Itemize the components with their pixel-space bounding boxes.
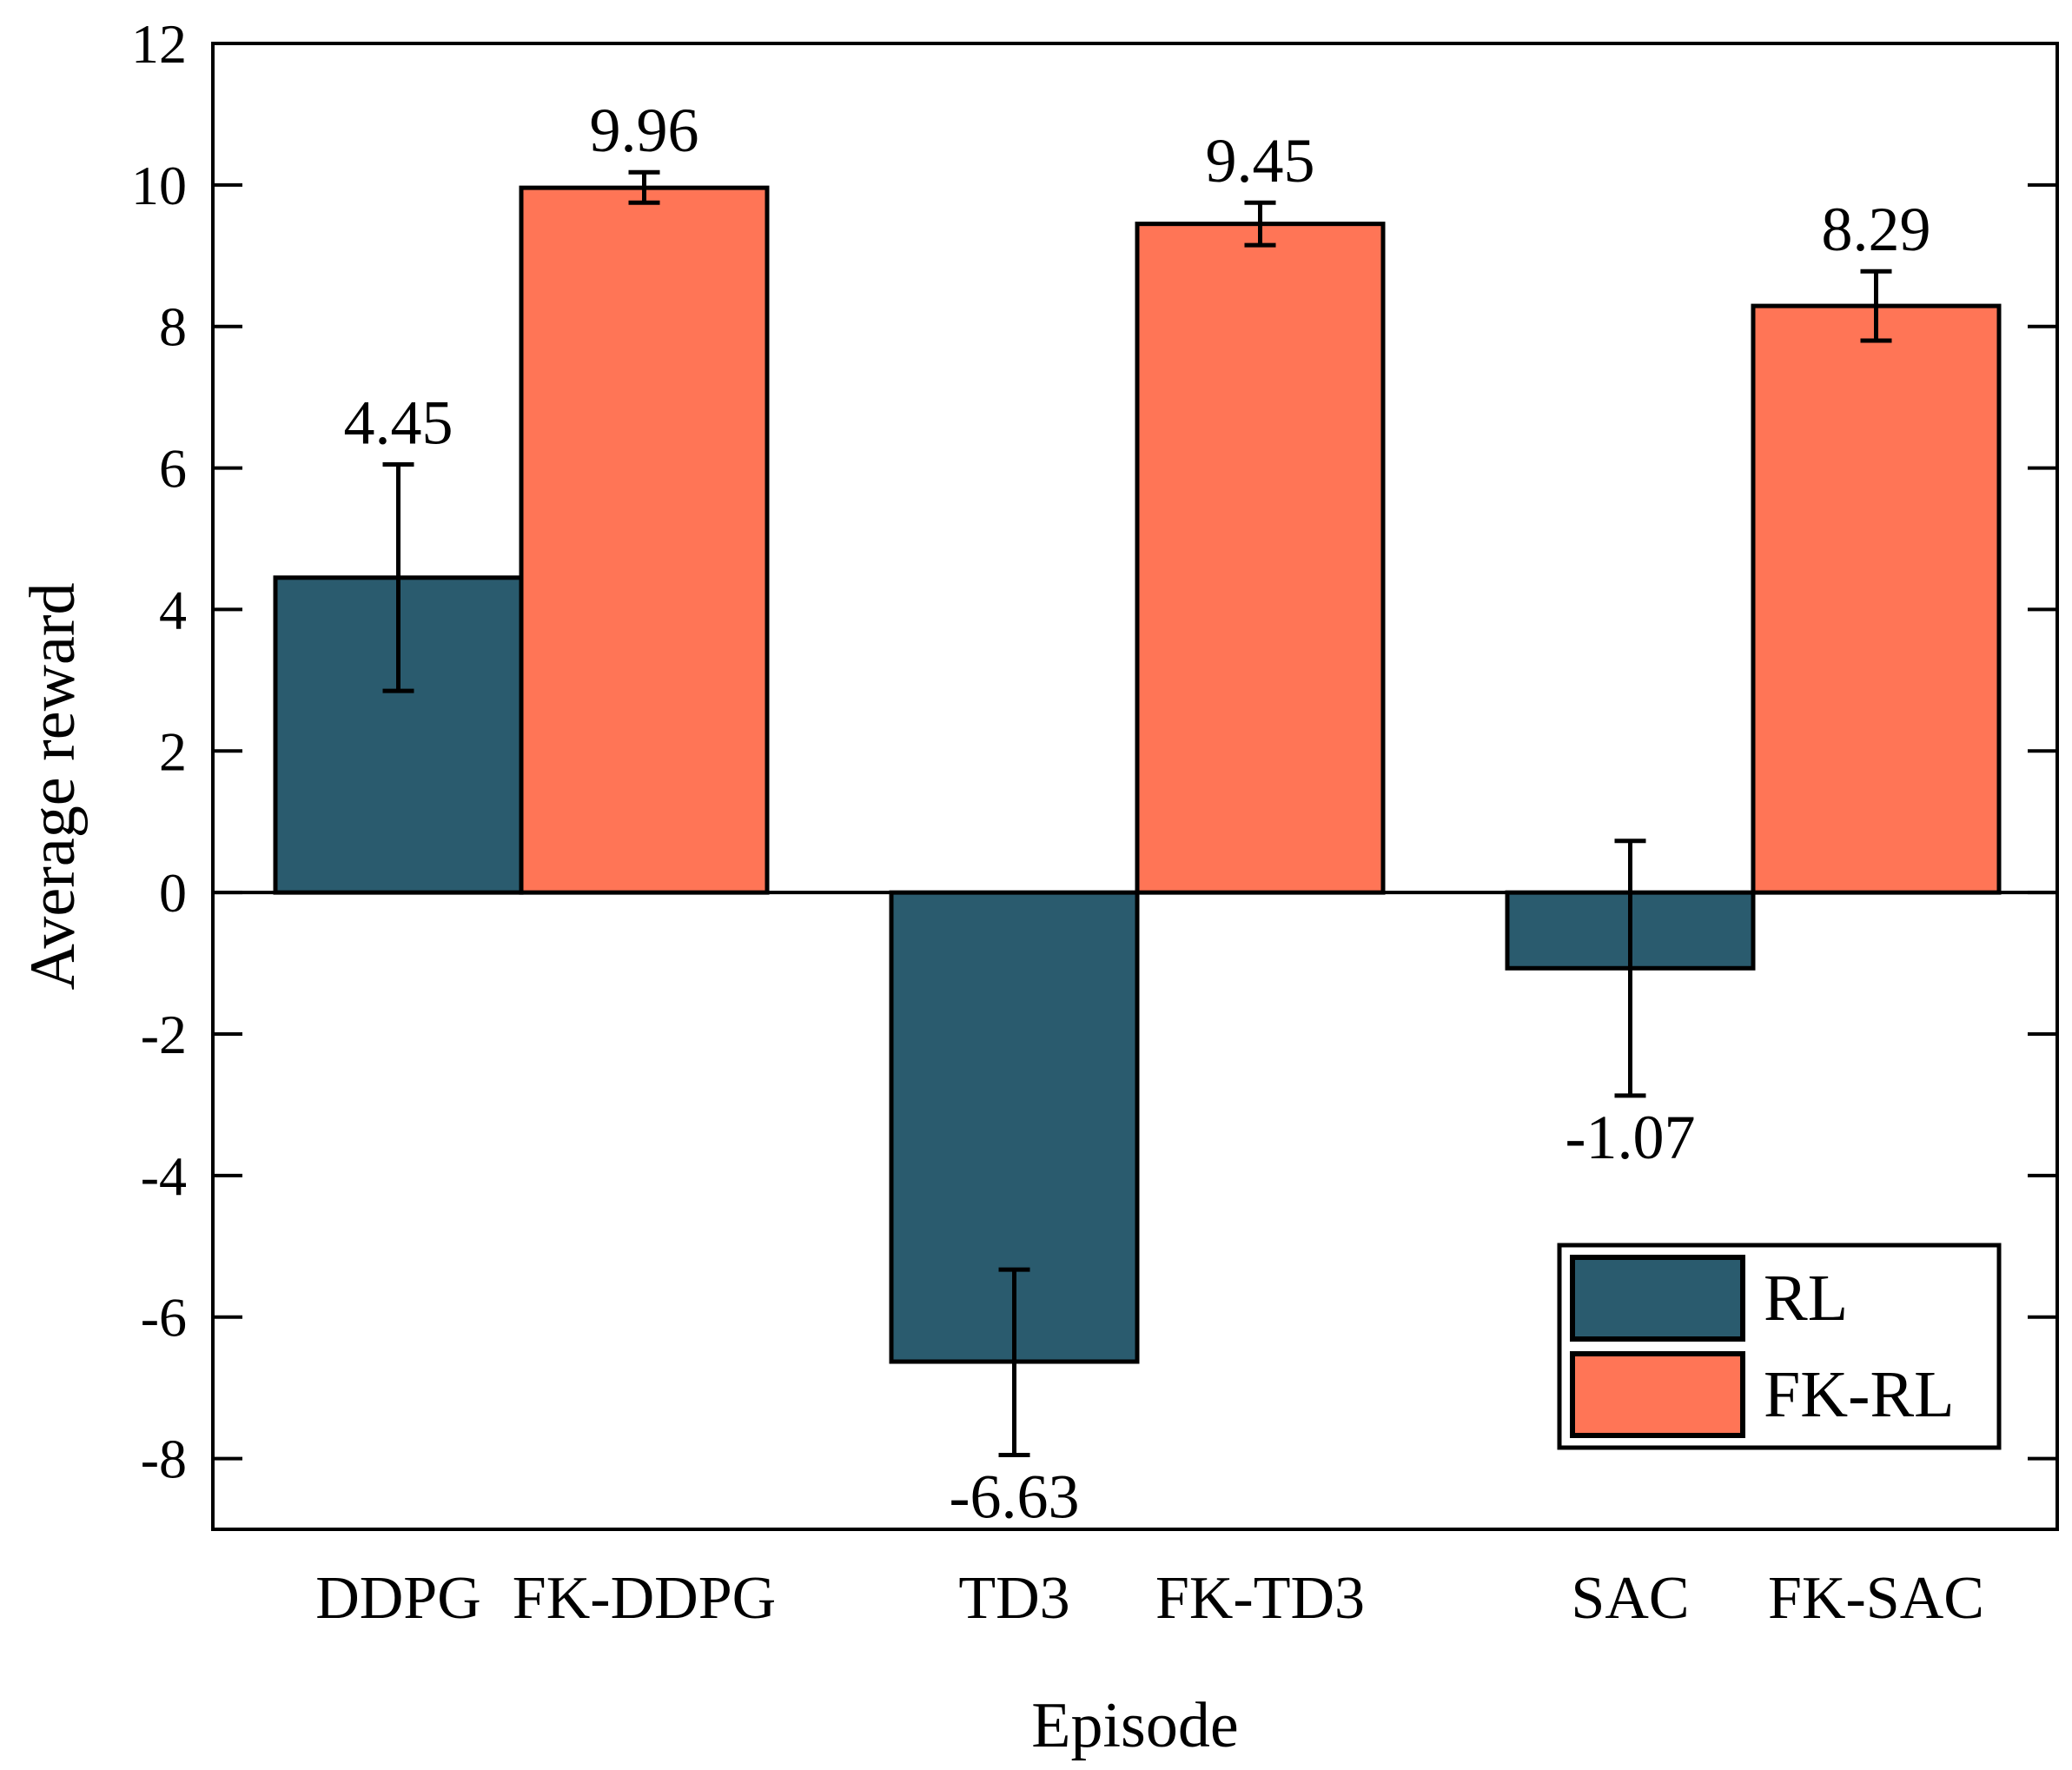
x-axis-category-labels: DDPG FK-DDPG TD3 FK-TD3 SAC FK-SAC	[315, 1565, 1984, 1632]
y-tick-label: 2	[159, 720, 187, 782]
value-label: 9.96	[590, 96, 699, 165]
error-bars-layer	[382, 169, 1892, 1457]
plot-frame	[211, 42, 2059, 1531]
y-tick-label: 10	[131, 155, 187, 216]
legend-swatch-fk-rl	[1570, 1351, 1745, 1438]
y-tick-label: 4	[159, 579, 187, 640]
y-tick-label: -8	[141, 1429, 187, 1490]
legend-swatch-rl	[1570, 1255, 1745, 1342]
value-label: -6.63	[950, 1462, 1080, 1532]
y-tick-label: 0	[159, 862, 187, 924]
bar	[1751, 303, 2002, 895]
legend-label-fk-rl: FK-RL	[1764, 1358, 1955, 1431]
legend: RL FK-RL	[1557, 1243, 2002, 1450]
value-label: 8.29	[1822, 195, 1931, 264]
bar	[1135, 222, 1386, 895]
y-tick-label: 6	[159, 438, 187, 500]
x-category-label: FK-DDPG	[513, 1565, 776, 1632]
y-tick-label: 8	[159, 296, 187, 358]
legend-label-rl: RL	[1764, 1262, 1848, 1335]
x-category-label: FK-TD3	[1155, 1565, 1365, 1632]
value-labels-layer: 4.45 9.96 -6.63 9.45 -1.07 8.29	[344, 96, 1931, 1531]
y-axis-title: Average reward	[17, 582, 89, 990]
x-category-label: TD3	[958, 1565, 1069, 1632]
bars-layer	[273, 185, 2002, 1364]
x-category-label: FK-SAC	[1768, 1565, 1984, 1632]
y-tick-label: 12	[131, 13, 187, 75]
y-tick-label: -6	[141, 1287, 187, 1349]
value-label: -1.07	[1566, 1103, 1696, 1172]
value-label: 4.45	[344, 388, 453, 458]
bar	[519, 185, 770, 895]
x-category-label: SAC	[1571, 1565, 1689, 1632]
x-category-label: DDPG	[315, 1565, 481, 1632]
y-tick-label: -4	[141, 1145, 187, 1207]
y-axis-ticks: 12 10 8 6 4 2 0 -2 -4 -6 -8	[131, 13, 2057, 1490]
value-label: 9.45	[1206, 126, 1315, 196]
x-axis-title: Episode	[1031, 1690, 1238, 1761]
y-tick-label: -2	[141, 1004, 187, 1065]
